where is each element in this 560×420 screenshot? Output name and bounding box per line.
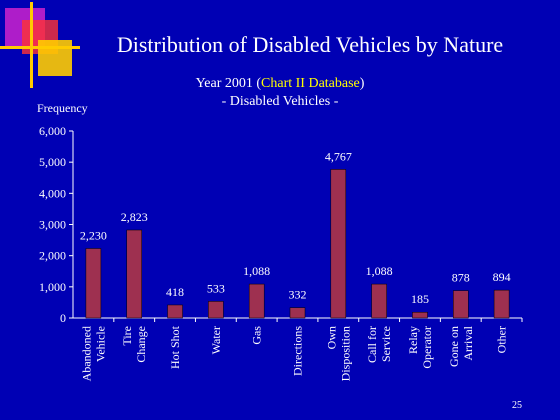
bar bbox=[289, 307, 306, 319]
x-category-label-line: Water bbox=[209, 326, 223, 354]
x-category-label: Other bbox=[495, 326, 509, 353]
logo-squares-graphic bbox=[0, 2, 80, 88]
y-tick-label: 6,000 bbox=[39, 124, 66, 138]
bar bbox=[167, 304, 183, 319]
x-category-label-line: Vehicle bbox=[93, 326, 107, 362]
x-category-label-line: Call for bbox=[365, 326, 379, 363]
subtitle-close: ) bbox=[359, 76, 365, 91]
y-tick-label: 0 bbox=[60, 311, 66, 325]
bar bbox=[248, 283, 265, 319]
chart-subtitle: Year 2001 (Chart II Database) - Disabled… bbox=[140, 75, 420, 111]
bar bbox=[126, 229, 142, 319]
x-category-label: Abandoned Vehicle bbox=[79, 326, 107, 381]
bar-value-label: 185 bbox=[411, 292, 429, 306]
x-category-label-line: Directions bbox=[291, 326, 305, 376]
x-category-label: Relay Operator bbox=[406, 326, 434, 369]
bar-value-label: 2,823 bbox=[121, 210, 148, 224]
x-category-label: Gas bbox=[250, 326, 264, 345]
x-category-label: Gone on Arrival bbox=[447, 325, 475, 367]
y-tick-label: 2,000 bbox=[39, 249, 66, 263]
x-category-label-line: Hot Shot bbox=[168, 325, 182, 369]
slide-title: Distribution of Disabled Vehicles by Nat… bbox=[116, 32, 504, 57]
y-tick-label: 5,000 bbox=[39, 155, 66, 169]
bar-value-label: 4,767 bbox=[325, 149, 352, 163]
bar bbox=[330, 169, 347, 319]
subtitle-year: Year 2001 ( bbox=[195, 76, 262, 91]
bar bbox=[85, 248, 102, 319]
bar-value-label: 878 bbox=[452, 271, 470, 285]
bar bbox=[493, 289, 510, 319]
bar-value-label: 332 bbox=[289, 288, 307, 302]
x-category-label: Call for Service bbox=[365, 326, 393, 363]
bar-value-label: 418 bbox=[166, 285, 184, 299]
x-category-label-line: Abandoned bbox=[79, 326, 93, 381]
bar-value-label: 1,088 bbox=[243, 264, 270, 278]
x-category-label-line: Other bbox=[495, 326, 509, 353]
bar bbox=[412, 311, 428, 319]
x-category-label-line: Operator bbox=[420, 326, 434, 369]
subtitle-database: Chart II Database bbox=[261, 76, 360, 91]
bar-value-label: 533 bbox=[207, 281, 225, 295]
x-category-label: Water bbox=[209, 326, 223, 354]
y-tick-label: 4,000 bbox=[39, 186, 66, 200]
subtitle-line2: - Disabled Vehicles - bbox=[221, 94, 339, 109]
bar-value-label: 894 bbox=[493, 270, 511, 284]
x-category-label-line: Own bbox=[324, 326, 338, 349]
bar-value-label: 2,230 bbox=[80, 228, 107, 242]
x-category-label-line: Tire bbox=[120, 326, 134, 346]
y-axis-label: Frequency bbox=[37, 101, 88, 115]
x-category-label-line: Disposition bbox=[338, 326, 352, 381]
bar bbox=[371, 283, 387, 319]
x-category-label-line: Change bbox=[134, 326, 148, 363]
x-category-label: Tire Change bbox=[120, 326, 148, 363]
bar bbox=[453, 290, 469, 319]
x-category-label-line: Arrival bbox=[461, 325, 475, 360]
x-category-label: Own Disposition bbox=[324, 326, 352, 381]
bar bbox=[208, 301, 224, 319]
bar-value-label: 1,088 bbox=[366, 264, 393, 278]
y-tick-label: 1,000 bbox=[39, 280, 66, 294]
x-category-label-line: Gone on bbox=[447, 326, 461, 367]
x-category-label-line: Service bbox=[379, 326, 393, 362]
x-category-label-line: Relay bbox=[406, 326, 420, 354]
x-category-label-line: Gas bbox=[250, 326, 264, 345]
x-category-label: Hot Shot bbox=[168, 325, 182, 369]
page-number: 25 bbox=[512, 400, 522, 411]
y-tick-label: 3,000 bbox=[39, 218, 66, 232]
x-category-label: Directions bbox=[291, 326, 305, 376]
